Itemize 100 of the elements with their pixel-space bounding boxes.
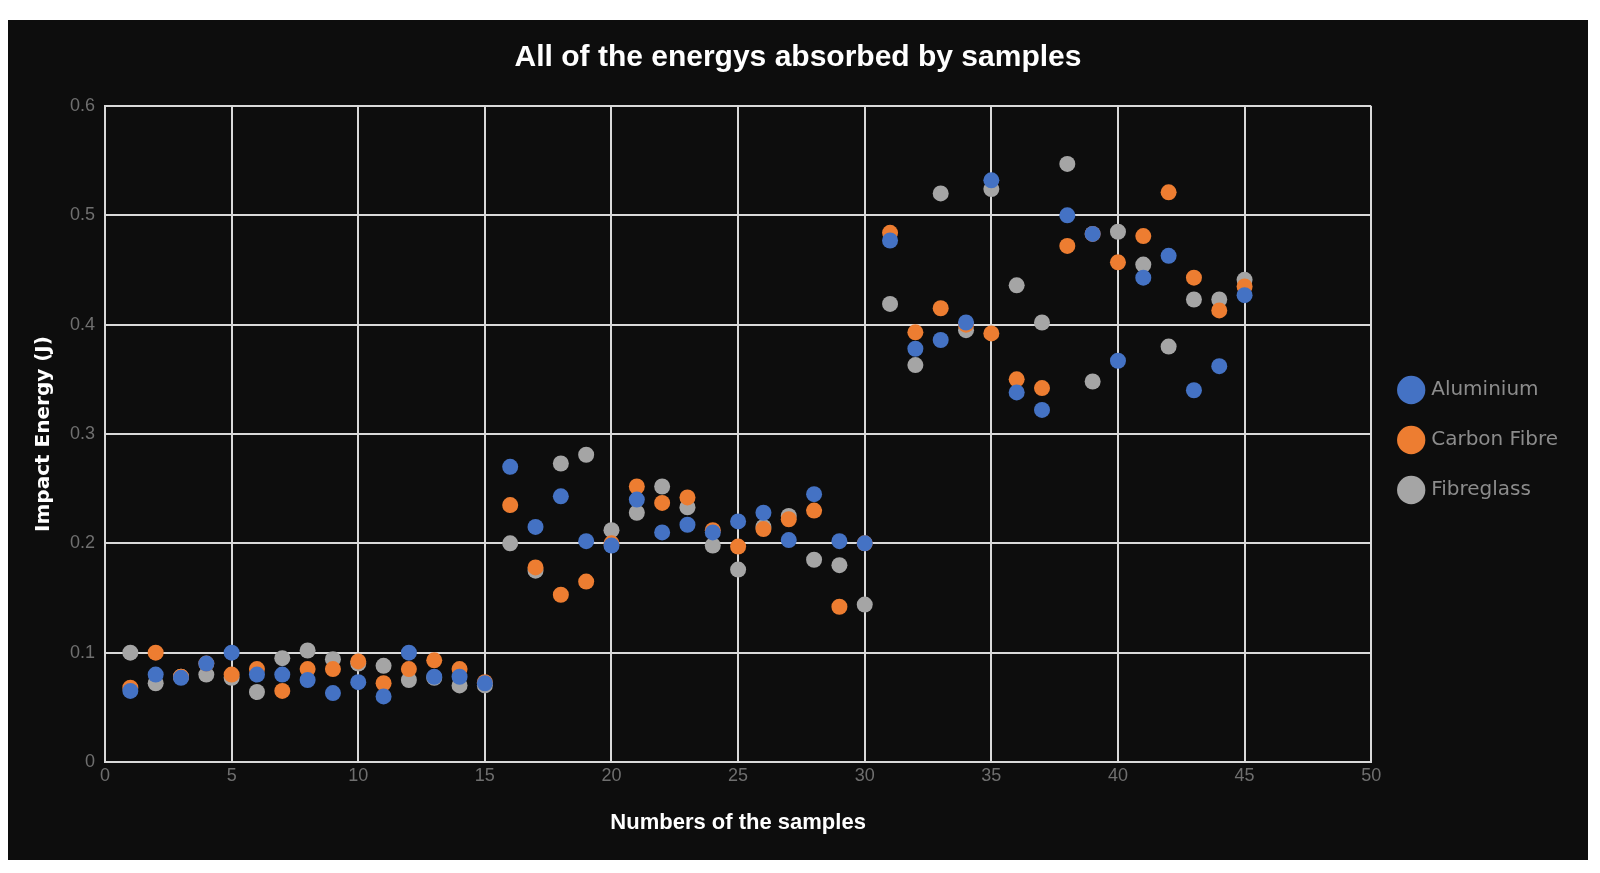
point	[628, 504, 645, 521]
point	[1034, 380, 1050, 397]
point	[1185, 269, 1202, 286]
y-tick-label: 0	[85, 750, 96, 771]
point	[780, 511, 797, 528]
point	[730, 513, 747, 530]
point	[882, 232, 899, 249]
chart-title: All of the energys absorbed by samples	[514, 39, 1082, 73]
point	[907, 324, 924, 341]
point	[654, 478, 671, 495]
point	[578, 573, 595, 590]
point	[1084, 373, 1101, 390]
point	[375, 688, 392, 705]
point	[932, 331, 949, 348]
point	[831, 533, 848, 550]
point	[147, 666, 164, 683]
point	[552, 488, 569, 505]
point	[603, 522, 620, 539]
point	[1211, 358, 1228, 375]
point	[527, 518, 544, 535]
point	[502, 497, 519, 514]
point	[907, 357, 924, 374]
point	[932, 300, 949, 317]
y-axis-title: Impact Energy (J)	[30, 336, 55, 532]
point	[1008, 277, 1025, 294]
point	[451, 668, 468, 685]
point	[400, 661, 417, 678]
x-tick-label: 20	[601, 764, 622, 785]
point	[1135, 228, 1152, 245]
point	[654, 524, 671, 541]
point	[1211, 302, 1228, 319]
point	[755, 504, 772, 521]
point	[679, 489, 696, 506]
x-tick-label: 15	[474, 764, 495, 785]
point	[578, 533, 595, 550]
point	[350, 674, 367, 691]
y-tick-label: 0.3	[69, 422, 96, 443]
point	[1109, 352, 1126, 369]
point	[223, 644, 240, 661]
point	[122, 644, 139, 661]
point	[426, 652, 443, 669]
point	[730, 538, 747, 555]
point	[248, 684, 265, 701]
point	[274, 650, 291, 667]
point	[375, 657, 392, 674]
point	[1185, 382, 1202, 399]
point	[704, 537, 721, 554]
point	[502, 458, 519, 475]
point	[831, 598, 848, 615]
point	[907, 340, 924, 357]
point	[1160, 247, 1177, 264]
point	[299, 642, 316, 659]
legend-label: Aluminium	[1431, 376, 1539, 401]
point	[1109, 223, 1126, 240]
point	[1236, 287, 1253, 304]
point	[806, 486, 823, 503]
point	[324, 661, 341, 678]
point	[856, 596, 873, 613]
point	[1185, 291, 1202, 308]
point	[299, 672, 316, 688]
point	[806, 502, 823, 519]
x-tick-label: 45	[1234, 764, 1255, 785]
point	[1034, 314, 1050, 331]
point	[932, 185, 949, 202]
x-axis-title: Numbers of the samples	[610, 808, 866, 834]
x-tick-label: 30	[854, 764, 875, 785]
point	[983, 325, 1000, 342]
point	[628, 491, 645, 508]
y-tick-label: 0.1	[69, 641, 96, 662]
point	[679, 516, 696, 533]
point	[831, 557, 848, 574]
x-tick-label: 40	[1107, 764, 1128, 785]
legend-label: Carbon Fibre	[1431, 426, 1558, 451]
x-tick-label: 5	[226, 764, 237, 785]
point	[1008, 371, 1025, 388]
point	[1008, 384, 1025, 401]
point	[882, 295, 899, 312]
point	[1160, 184, 1177, 201]
point	[552, 586, 569, 603]
point	[1059, 237, 1076, 254]
point	[1160, 338, 1177, 355]
point	[400, 644, 417, 661]
point	[248, 666, 265, 683]
x-tick-label: 50	[1361, 764, 1382, 785]
x-tick-label: 35	[981, 764, 1002, 785]
point	[780, 532, 797, 549]
point	[628, 478, 645, 495]
x-tick-label: 0	[100, 764, 111, 785]
legend-label: Fibreglass	[1431, 476, 1531, 501]
point	[806, 551, 823, 568]
x-tick-label: 25	[728, 764, 749, 785]
point	[274, 682, 291, 699]
x-tick-label: 10	[348, 764, 369, 785]
y-tick-label: 0.5	[69, 204, 96, 225]
point	[274, 666, 291, 683]
point	[654, 494, 671, 511]
point	[730, 561, 747, 578]
y-tick-label: 0.4	[69, 313, 96, 334]
point	[1109, 254, 1126, 271]
point	[552, 455, 569, 472]
